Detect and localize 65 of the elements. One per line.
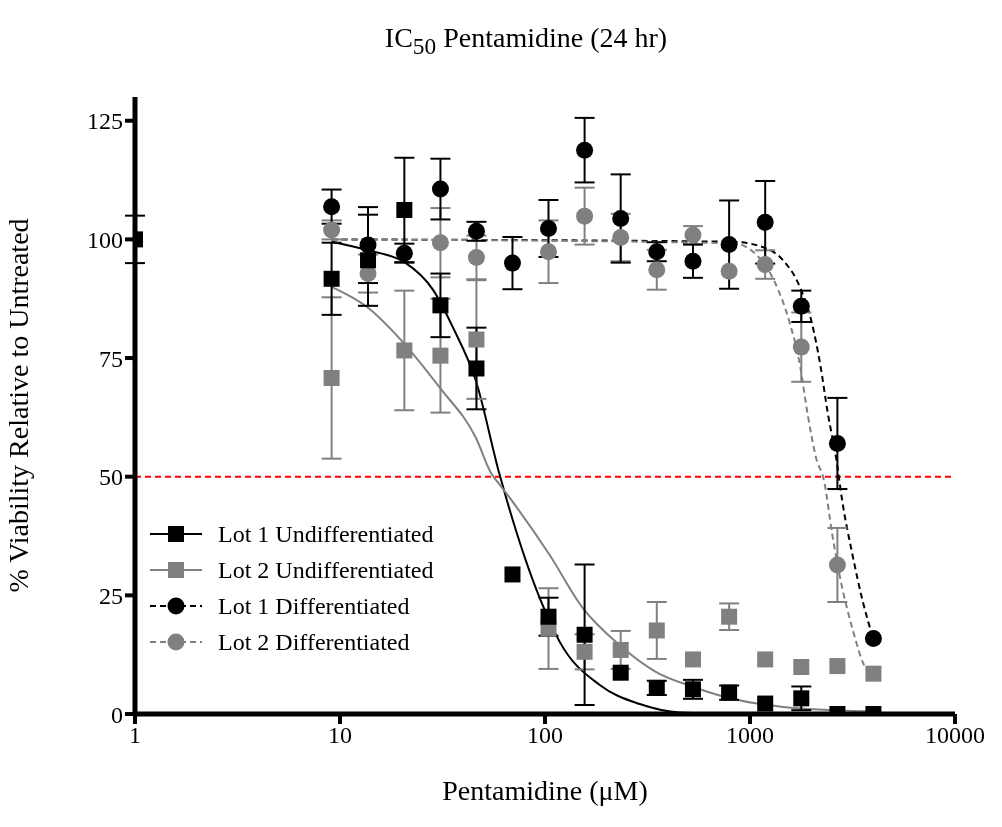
point — [864, 630, 882, 648]
point — [468, 331, 485, 348]
point — [793, 659, 810, 676]
x-tick-label: 1 — [129, 722, 141, 749]
point — [648, 622, 665, 639]
point — [757, 695, 774, 712]
point — [431, 234, 449, 252]
point — [432, 347, 449, 364]
point — [539, 219, 557, 237]
point — [576, 626, 593, 643]
point — [793, 690, 810, 707]
y-tick-label: 25 — [99, 582, 123, 609]
point — [648, 261, 666, 279]
point — [359, 236, 377, 254]
legend-label: Lot 2 Undifferentiated — [218, 556, 434, 584]
point — [539, 243, 557, 261]
point — [576, 207, 594, 225]
point — [828, 556, 846, 574]
point — [756, 256, 774, 274]
point — [756, 213, 774, 231]
y-tick-label: 50 — [99, 464, 123, 491]
y-tick-label: 0 — [111, 701, 123, 728]
x-tick-label: 100 — [527, 722, 563, 749]
legend-label: Lot 1 Undifferentiated — [218, 520, 434, 548]
point — [432, 297, 449, 314]
x-tick-label: 1000 — [726, 722, 774, 749]
point — [865, 665, 882, 682]
x-tick-label: 10000 — [925, 722, 985, 749]
point — [468, 360, 485, 377]
point — [612, 210, 630, 227]
x-axis-title: Pentamidine (μM) — [442, 775, 648, 806]
point — [323, 198, 341, 216]
point — [828, 434, 846, 452]
y-tick-label: 75 — [99, 345, 123, 372]
point — [323, 369, 340, 386]
point — [612, 664, 629, 681]
point — [792, 338, 810, 356]
point — [504, 566, 521, 583]
point — [323, 270, 340, 287]
point — [721, 608, 738, 625]
point — [396, 201, 413, 218]
point — [612, 641, 629, 658]
point — [576, 643, 593, 660]
point — [431, 180, 449, 198]
point — [360, 252, 377, 269]
point — [612, 228, 630, 246]
point — [467, 248, 485, 266]
x-tick-label: 10 — [328, 722, 352, 749]
legend-label: Lot 2 Differentiated — [218, 628, 410, 656]
y-axis-title: % Viability Relative to Untreated — [2, 218, 34, 593]
point — [540, 608, 557, 625]
point — [792, 297, 810, 315]
y-tick-label: 100 — [87, 226, 123, 253]
point — [829, 658, 846, 675]
point — [684, 651, 701, 668]
point — [757, 651, 774, 668]
point — [720, 236, 738, 254]
point — [576, 141, 594, 159]
point — [720, 262, 738, 280]
point — [684, 252, 702, 270]
y-tick-label: 125 — [87, 108, 123, 135]
chart-title: IC$_{50}$ Pentamidine (24 hr) — [383, 21, 669, 61]
point — [396, 342, 413, 359]
legend-label: Lot 1 Differentiated — [218, 592, 410, 620]
point — [503, 254, 521, 272]
